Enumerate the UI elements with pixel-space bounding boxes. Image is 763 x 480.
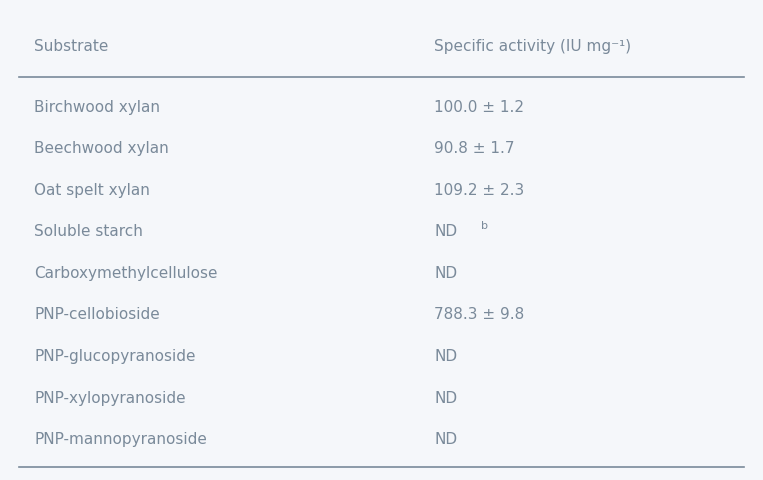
Text: 788.3 ± 9.8: 788.3 ± 9.8: [434, 308, 525, 323]
Text: Birchwood xylan: Birchwood xylan: [34, 100, 160, 115]
Text: ND: ND: [434, 266, 458, 281]
Text: 100.0 ± 1.2: 100.0 ± 1.2: [434, 100, 524, 115]
Text: ND: ND: [434, 432, 458, 447]
Text: PNP-glucopyranoside: PNP-glucopyranoside: [34, 349, 196, 364]
Text: Substrate: Substrate: [34, 39, 109, 54]
Text: PNP-xylopyranoside: PNP-xylopyranoside: [34, 391, 186, 406]
Text: ND: ND: [434, 349, 458, 364]
Text: ND: ND: [434, 225, 458, 240]
Text: b: b: [481, 221, 488, 231]
Text: Soluble starch: Soluble starch: [34, 225, 143, 240]
Text: Carboxymethylcellulose: Carboxymethylcellulose: [34, 266, 218, 281]
Text: Specific activity (IU mg⁻¹): Specific activity (IU mg⁻¹): [434, 39, 632, 54]
Text: Beechwood xylan: Beechwood xylan: [34, 142, 169, 156]
Text: ND: ND: [434, 391, 458, 406]
Text: PNP-cellobioside: PNP-cellobioside: [34, 308, 160, 323]
Text: 90.8 ± 1.7: 90.8 ± 1.7: [434, 142, 515, 156]
Text: 109.2 ± 2.3: 109.2 ± 2.3: [434, 183, 525, 198]
Text: Oat spelt xylan: Oat spelt xylan: [34, 183, 150, 198]
Text: PNP-mannopyranoside: PNP-mannopyranoside: [34, 432, 208, 447]
